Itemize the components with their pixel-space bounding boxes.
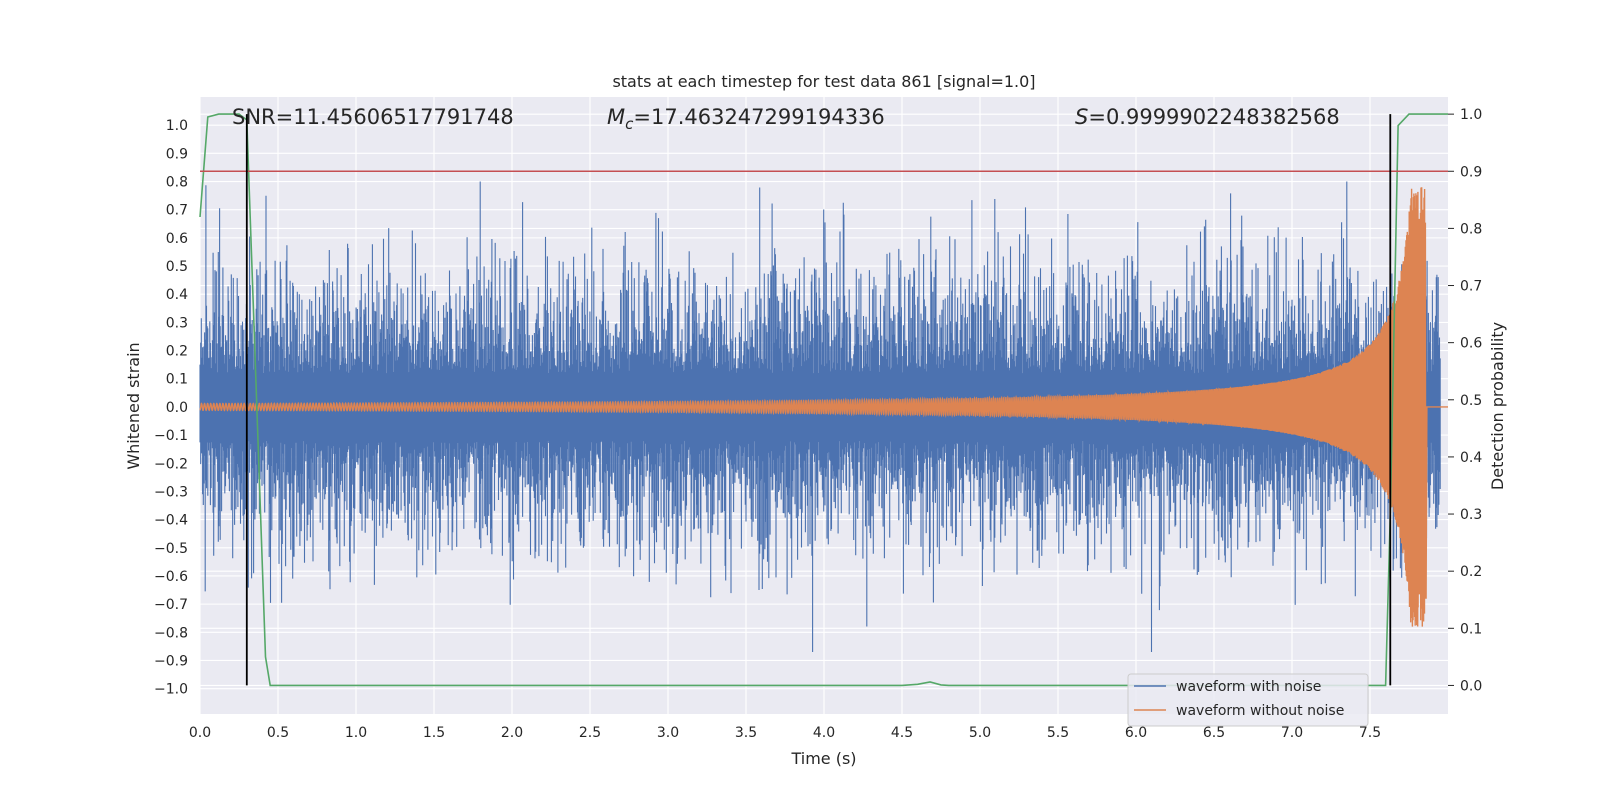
score-value: =0.9999902248382568 (1088, 105, 1339, 129)
score-symbol: S (1075, 105, 1088, 129)
y-tick-label: 0.8 (166, 175, 188, 191)
x-tick-label: 1.5 (423, 725, 445, 741)
x-tick-label: 4.5 (891, 725, 913, 741)
legend-label-noise: waveform with noise (1176, 679, 1321, 695)
x-tick-label: 1.0 (345, 725, 367, 741)
legend: waveform with noise waveform without noi… (1127, 673, 1369, 727)
y-tick-label: 0.2 (166, 344, 188, 360)
x-axis-label: Time (s) (790, 749, 856, 768)
y-tick-label: −0.1 (154, 428, 188, 444)
overlays (200, 114, 1448, 686)
series-waveform-without-noise (199, 187, 1448, 627)
x-tick-label: 5.5 (1047, 725, 1069, 741)
y-axis-label: Whitened strain (124, 342, 143, 469)
x-tick-label: 5.0 (969, 725, 991, 741)
y-tick-label: 0.7 (166, 203, 188, 219)
legend-box (1127, 673, 1369, 727)
chirp-mass-symbol: M (607, 105, 625, 129)
y-tick-label: −1.0 (154, 682, 188, 698)
x-tick-label: 0.0 (189, 725, 211, 741)
chirp-mass-value: =17.463247299194336 (633, 105, 884, 129)
y-tick-label: 1.0 (166, 118, 188, 134)
y-tick-label: −0.6 (154, 569, 188, 585)
y2-tick-label: 0.5 (1460, 393, 1482, 409)
y2-tick-label: 1.0 (1460, 107, 1482, 123)
y-tick-label: −0.5 (154, 541, 188, 557)
y2-tick-label: 0.8 (1460, 221, 1482, 237)
x-tick-label: 0.5 (267, 725, 289, 741)
x-tick-label: 6.5 (1203, 725, 1225, 741)
y2-tick-label: 0.7 (1460, 279, 1482, 295)
x-tick-label: 3.5 (735, 725, 757, 741)
y2-tick-label: 0.4 (1460, 450, 1482, 466)
y2-tick-label: 0.9 (1460, 164, 1482, 180)
y-tick-label: 0.4 (166, 287, 188, 303)
y-tick-label: −0.9 (154, 653, 188, 669)
y-tick-label: −0.8 (154, 625, 188, 641)
x-tick-label: 3.0 (657, 725, 679, 741)
chirp-mass-annotation: Mc=17.463247299194336 (607, 105, 885, 133)
y2-tick-label: 0.3 (1460, 507, 1482, 523)
y-tick-label: 0.1 (166, 372, 188, 388)
x-tick-label: 7.0 (1281, 725, 1303, 741)
y-tick-label: 0.6 (166, 231, 188, 247)
x-tick-label: 4.0 (813, 725, 835, 741)
y2-tick-label: 0.6 (1460, 336, 1482, 352)
chirp-mass-subscript: c (625, 115, 634, 133)
y-tick-label: 0.3 (166, 315, 188, 331)
y-tick-label: −0.7 (154, 597, 188, 613)
x-tick-label: 2.0 (501, 725, 523, 741)
y2-tick-label: 0.2 (1460, 564, 1482, 580)
y2-axis-label: Detection probability (1488, 322, 1507, 490)
chart-title: stats at each timestep for test data 861… (612, 72, 1035, 91)
clean-waveform-line (199, 187, 1448, 627)
score-annotation: S=0.9999902248382568 (1075, 105, 1340, 129)
x-tick-label: 7.5 (1359, 725, 1381, 741)
y-tick-label: −0.4 (154, 513, 188, 529)
snr-annotation: SNR=11.45606517791748 (232, 105, 514, 129)
y2-tick-label: 0.0 (1460, 678, 1482, 694)
y-tick-label: 0.5 (166, 259, 188, 275)
y2-tick-label: 0.1 (1460, 621, 1482, 637)
x-tick-label: 2.5 (579, 725, 601, 741)
y-tick-label: −0.3 (154, 484, 188, 500)
y-tick-label: −0.2 (154, 456, 188, 472)
x-tick-label: 6.0 (1125, 725, 1147, 741)
y-tick-label: 0.9 (166, 146, 188, 162)
axes: 0.0 0.5 1.0 1.5 2.0 2.5 3.0 3.5 4.0 4.5 5.0 5.5 6.0 6… (154, 107, 1482, 741)
legend-label-clean: waveform without noise (1176, 703, 1344, 719)
y-tick-label: 0.0 (166, 400, 188, 416)
